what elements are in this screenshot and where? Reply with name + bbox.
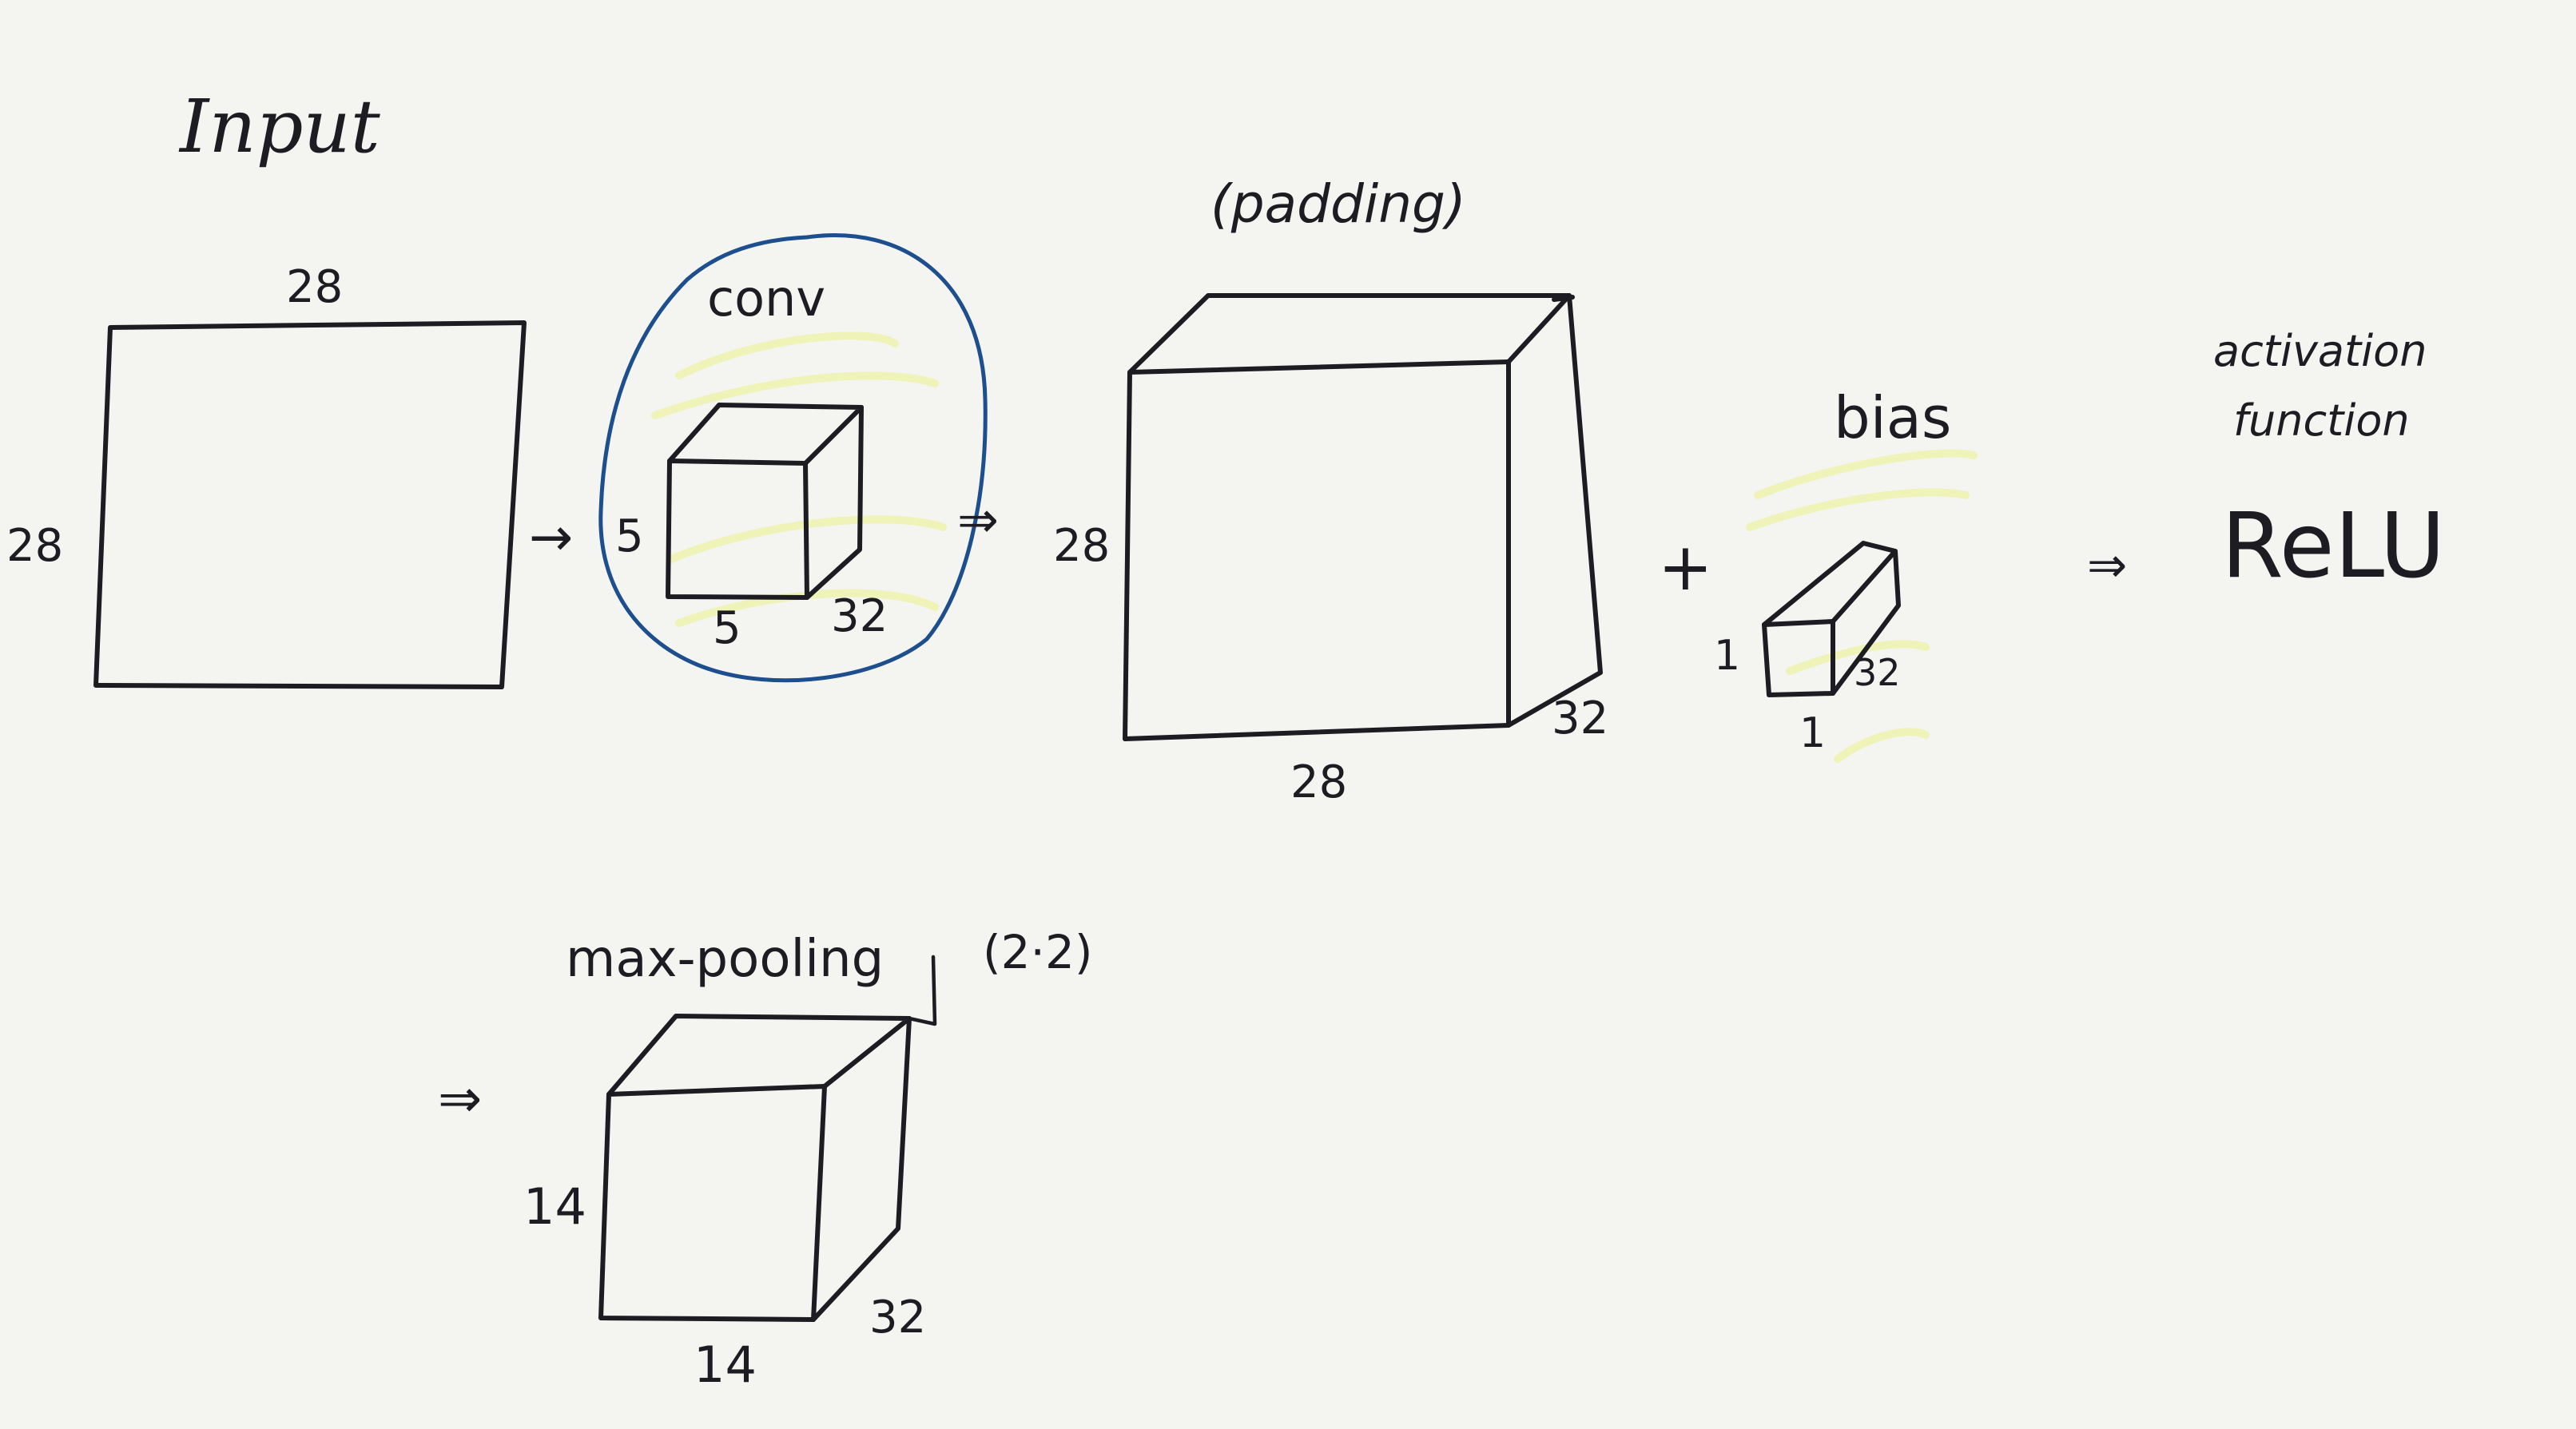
pool-title: max-pooling — [566, 930, 884, 989]
fmap-width-label: 28 — [1290, 756, 1347, 808]
padding-note: (padding) — [1210, 173, 1466, 235]
pooling-block: max-pooling (2·2) 14 14 32 — [523, 925, 1093, 1394]
input-title: Input — [178, 84, 381, 169]
conv-block: conv 5 5 32 — [598, 233, 988, 683]
bias-title: bias — [1834, 384, 1951, 451]
bias-depth-label: 32 — [1854, 651, 1901, 694]
input-height-label: 28 — [6, 520, 63, 572]
bias-block: bias 1 1 32 — [1714, 384, 1978, 763]
input-block: Input 28 28 — [6, 84, 527, 689]
arrow-bias-to-relu: ⇒ — [2087, 538, 2127, 593]
kernel-height-label: 5 — [615, 510, 644, 562]
activation-block: activation function ReLU — [2213, 326, 2446, 598]
bias-cube — [1762, 541, 1901, 697]
feature-map-block: (padding) 28 28 32 — [1053, 173, 1608, 808]
arrow-conv-to-fmap: ⇒ — [957, 490, 999, 549]
pool-size-label: (2·2) — [983, 925, 1093, 979]
fmap-height-label: 28 — [1053, 520, 1110, 572]
bias-height-label: 1 — [1714, 632, 1740, 680]
conv-circle — [598, 233, 988, 683]
kernel-width-label: 5 — [713, 602, 741, 654]
input-square — [93, 320, 527, 689]
plus-sign: + — [1658, 530, 1713, 605]
relu-label: ReLU — [2221, 494, 2446, 598]
feature-map-cube — [1123, 293, 1603, 741]
arrow-to-pool: ⇒ — [438, 1068, 482, 1129]
input-width-label: 28 — [286, 261, 343, 313]
kernel-depth-label: 32 — [831, 590, 888, 642]
conv-highlight — [651, 331, 947, 627]
kernel-cube — [666, 403, 864, 600]
pool-cube — [598, 955, 937, 1322]
activation-line1: activation — [2213, 326, 2427, 376]
activation-line2: function — [2233, 395, 2410, 446]
pool-depth-label: 32 — [869, 1292, 926, 1344]
bias-highlight — [1746, 449, 1978, 763]
fmap-depth-label: 32 — [1552, 693, 1608, 744]
pool-width-label: 14 — [694, 1336, 757, 1394]
conv-title: conv — [707, 269, 825, 327]
bias-width-label: 1 — [1799, 709, 1826, 757]
arrow-input-to-conv: → — [529, 506, 573, 568]
pool-height-label: 14 — [523, 1177, 586, 1236]
